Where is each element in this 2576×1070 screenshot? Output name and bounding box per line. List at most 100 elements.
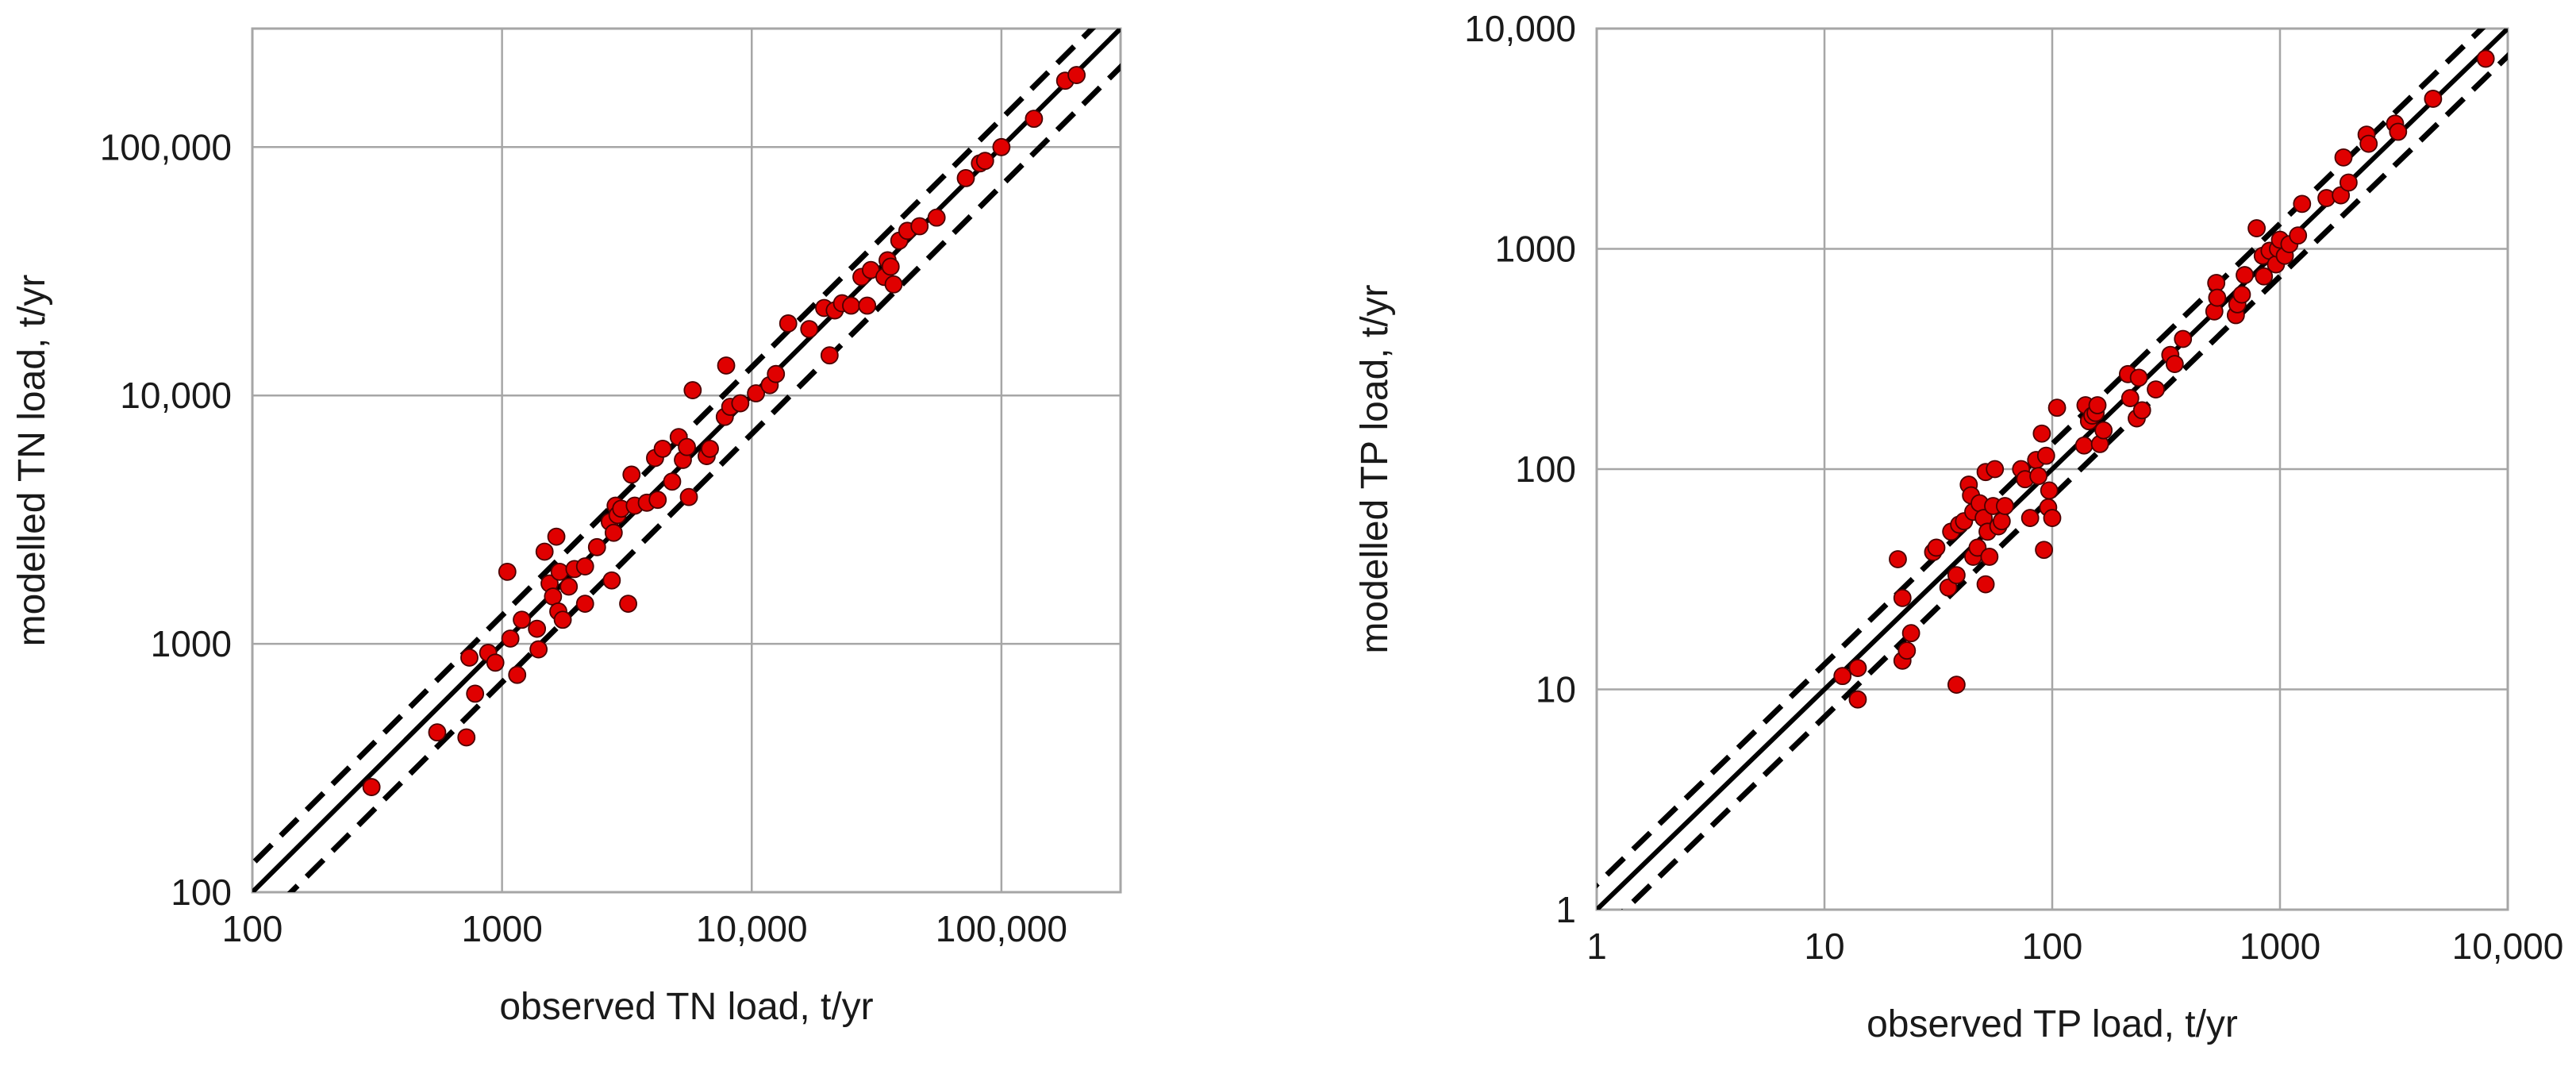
tn-x-tick-label: 1000 <box>461 908 542 949</box>
tn-data-point <box>575 557 594 575</box>
tp-data-point <box>1848 659 1867 678</box>
tp-y-axis-title: modelled TP load, t/yr <box>1354 284 1396 653</box>
tn-data-point <box>508 665 527 684</box>
tp-data-point <box>2120 389 2140 407</box>
tp-y-tick-label: 1 <box>1555 889 1576 930</box>
tp-data-point <box>2174 329 2193 348</box>
tp-data-point <box>2094 421 2113 440</box>
tp-data-point <box>1980 548 1999 566</box>
tp-data-point <box>2389 122 2408 141</box>
tp-x-tick-label: 10 <box>1804 926 1844 967</box>
tn-data-point <box>466 684 485 703</box>
tp-data-point <box>2359 134 2378 153</box>
tn-data-point <box>550 562 569 581</box>
tn-data-point <box>679 487 698 506</box>
tp-data-point <box>2236 266 2254 284</box>
tn-data-point <box>731 394 750 413</box>
tp-data-point <box>1848 690 1867 709</box>
tp-data-point <box>1833 667 1852 686</box>
tp-data-point <box>2035 541 2054 560</box>
tn-data-point <box>884 275 903 294</box>
tp-data-point <box>1889 550 1907 568</box>
tp-data-point <box>1947 675 1966 695</box>
tn-data-point <box>575 595 594 614</box>
tn-data-point <box>648 491 667 510</box>
tp-data-point <box>2074 436 2093 455</box>
tn-data-point <box>428 723 447 742</box>
tp-data-point <box>2476 49 2495 68</box>
tn-lower-bound-line <box>286 63 1121 892</box>
tn-x-tick-label: 10,000 <box>696 908 808 949</box>
tp-plot-frame <box>1595 27 2509 911</box>
tn-data-point <box>678 437 696 456</box>
tn-data-point <box>528 619 547 638</box>
tn-data-point <box>604 523 623 542</box>
tn-y-axis-title: modelled TN load, t/yr <box>11 275 53 647</box>
tp-x-axis-title: observed TP load, t/yr <box>1867 1003 2238 1045</box>
tn-y-tick-label: 100,000 <box>100 126 232 167</box>
tn-data-points <box>362 66 1086 796</box>
tn-data-point <box>842 296 860 315</box>
tp-data-point <box>2047 398 2067 418</box>
tp-data-point <box>2339 173 2358 192</box>
tp-data-point <box>1939 578 1958 597</box>
tn-data-point <box>535 542 554 561</box>
tp-x-tick-label: 100 <box>2022 926 2083 967</box>
tn-data-point <box>858 296 877 315</box>
tp-data-point <box>2247 219 2266 237</box>
tn-data-point <box>559 577 579 596</box>
tp-data-point <box>2208 288 2227 307</box>
tp-data-point <box>1996 497 2014 515</box>
tn-data-point <box>717 356 736 375</box>
tp-x-tick-label: 1000 <box>2240 926 2320 967</box>
tn-data-point <box>1025 110 1044 129</box>
tn-data-point <box>910 217 929 236</box>
tn-data-point <box>486 653 505 672</box>
tn-data-point <box>927 208 946 227</box>
tp-y-tick-label: 100 <box>1515 448 1576 490</box>
tp-data-point <box>2132 401 2151 420</box>
tp-data-point <box>1976 575 1995 594</box>
tn-data-point <box>992 137 1011 156</box>
tp-data-points <box>1833 49 2495 709</box>
tn-data-point <box>602 571 621 590</box>
tn-data-point <box>460 649 479 667</box>
tn-data-point <box>779 314 798 333</box>
tn-data-point <box>767 364 786 383</box>
tp-data-point <box>2424 90 2443 108</box>
tn-x-tick-label: 100,000 <box>936 908 1067 949</box>
tp-y-tick-label: 10,000 <box>1464 8 1576 49</box>
tp-data-point <box>1901 624 1920 643</box>
tn-data-point <box>547 527 566 546</box>
tn-data-point <box>457 728 476 747</box>
tp-lower-bound-line <box>1621 52 2508 910</box>
tp-data-point <box>2129 368 2148 387</box>
tn-data-point <box>956 168 975 187</box>
tn-y-tick-label: 10,000 <box>120 375 232 416</box>
tp-data-point <box>2165 355 2184 373</box>
tn-load-chart: 100 1000 10,000 100,000 100 1000 10,000 100,000… <box>11 27 1122 1028</box>
tn-y-tick-label: 100 <box>171 872 232 913</box>
tn-data-point <box>747 384 766 402</box>
tp-x-tick-label: 1 <box>1586 926 1607 967</box>
tp-data-point <box>1893 588 1912 607</box>
tp-data-point <box>1986 460 2005 479</box>
tn-data-point <box>501 629 520 648</box>
tp-x-tick-label: 10,000 <box>2452 926 2564 967</box>
tn-data-point <box>663 472 682 491</box>
tp-data-point <box>2232 285 2251 304</box>
tp-data-point <box>2036 446 2055 465</box>
tn-data-point <box>513 610 531 629</box>
tp-data-point <box>2255 267 2274 286</box>
tn-data-point <box>544 587 563 606</box>
tp-data-point <box>2029 467 2048 486</box>
tn-data-point <box>587 537 606 556</box>
tp-data-point <box>2289 226 2308 245</box>
tn-data-point <box>701 439 719 458</box>
tn-data-point <box>653 439 672 458</box>
tp-data-point <box>2334 148 2353 167</box>
tp-load-chart: 1 10 100 1000 10,000 1 10 100 1000 10,000 observed… <box>1354 8 2564 1045</box>
tn-upper-bound-line <box>252 29 1097 868</box>
tn-data-point <box>820 346 839 365</box>
